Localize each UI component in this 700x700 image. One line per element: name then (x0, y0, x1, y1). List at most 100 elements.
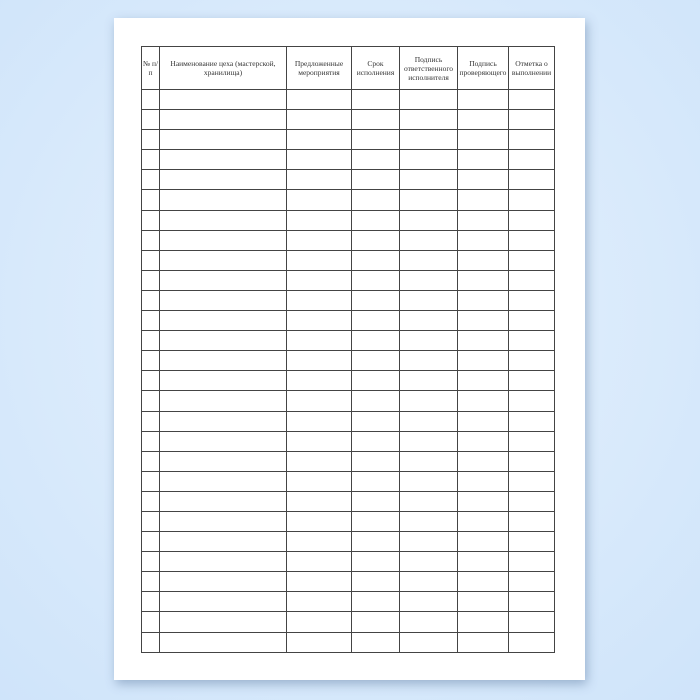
table-cell (457, 410, 509, 432)
table-row (141, 510, 555, 533)
table-cell (399, 289, 458, 312)
inspection-table: № п/п Наименование цеха (мастерской, хра… (141, 46, 555, 653)
table-row (141, 410, 555, 432)
table-cell (159, 551, 287, 573)
table-cell (351, 571, 400, 593)
table-cell (399, 88, 458, 111)
table-cell (159, 591, 287, 613)
table-cell (141, 169, 160, 191)
table-cell (141, 109, 160, 131)
table-cell (457, 631, 509, 653)
table-cell (286, 470, 352, 492)
table-cell (351, 310, 400, 332)
table-cell (457, 229, 509, 251)
table-cell (399, 330, 458, 352)
table-cell (351, 269, 400, 291)
table-cell (159, 631, 287, 653)
table-cell (457, 450, 509, 472)
table-cell (457, 249, 509, 271)
table-cell (141, 229, 160, 251)
table-cell (399, 370, 458, 392)
table-cell (141, 490, 160, 512)
table-row (141, 631, 555, 653)
table-row (141, 450, 555, 472)
table-cell (399, 410, 458, 432)
table-row (141, 330, 555, 352)
table-cell (159, 109, 287, 131)
table-cell (141, 209, 160, 231)
document-page: № п/п Наименование цеха (мастерской, хра… (114, 18, 585, 680)
table-row (141, 390, 555, 412)
table-row (141, 370, 555, 392)
table-cell (508, 169, 555, 191)
table-cell (141, 370, 160, 392)
table-cell (351, 551, 400, 573)
table-cell (159, 129, 287, 151)
table-cell (457, 149, 509, 171)
table-cell (141, 289, 160, 312)
table-cell (159, 209, 287, 231)
table-cell (159, 229, 287, 251)
table-cell (159, 149, 287, 171)
table-cell (286, 531, 352, 553)
table-row (141, 310, 555, 332)
table-cell (457, 571, 509, 593)
table-cell (399, 109, 458, 131)
table-cell (508, 88, 555, 111)
table-cell (508, 611, 555, 633)
table-cell (508, 330, 555, 352)
table-cell (159, 390, 287, 412)
table-row (141, 350, 555, 372)
table-row (141, 129, 555, 151)
table-row (141, 490, 555, 512)
table-cell (286, 390, 352, 412)
table-cell (286, 611, 352, 633)
header-workshop-name: Наименование цеха (мастерской, хранилища… (159, 46, 287, 90)
table-row (141, 169, 555, 191)
table-cell (399, 149, 458, 171)
header-proposed-measures: Предложенные мероприятия (286, 46, 352, 90)
table-cell (457, 88, 509, 111)
table-cell (508, 390, 555, 412)
table-cell (351, 249, 400, 271)
table-row (141, 551, 555, 573)
table-cell (508, 310, 555, 332)
table-cell (399, 430, 458, 452)
table-cell (457, 310, 509, 332)
table-cell (141, 310, 160, 332)
table-cell (399, 390, 458, 412)
table-cell (399, 209, 458, 231)
table-cell (159, 289, 287, 312)
table-cell (457, 551, 509, 573)
table-cell (159, 330, 287, 352)
table-cell (141, 510, 160, 533)
table-cell (399, 490, 458, 512)
table-cell (457, 510, 509, 533)
table-cell (159, 510, 287, 533)
table-cell (508, 209, 555, 231)
table-cell (159, 490, 287, 512)
table-cell (141, 450, 160, 472)
table-cell (159, 571, 287, 593)
table-row (141, 470, 555, 492)
table-cell (457, 531, 509, 553)
table-header-row: № п/п Наименование цеха (мастерской, хра… (141, 46, 555, 90)
table-cell (159, 430, 287, 452)
table-cell (457, 350, 509, 372)
table-cell (141, 350, 160, 372)
table-cell (508, 189, 555, 211)
table-cell (141, 531, 160, 553)
table-cell (286, 169, 352, 191)
table-cell (399, 531, 458, 553)
table-cell (286, 330, 352, 352)
table-cell (399, 189, 458, 211)
table-row (141, 430, 555, 452)
table-cell (508, 430, 555, 452)
table-cell (141, 631, 160, 653)
table-cell (457, 129, 509, 151)
table-cell (286, 209, 352, 231)
table-cell (508, 551, 555, 573)
table-row (141, 229, 555, 251)
table-cell (141, 470, 160, 492)
table-cell (508, 249, 555, 271)
